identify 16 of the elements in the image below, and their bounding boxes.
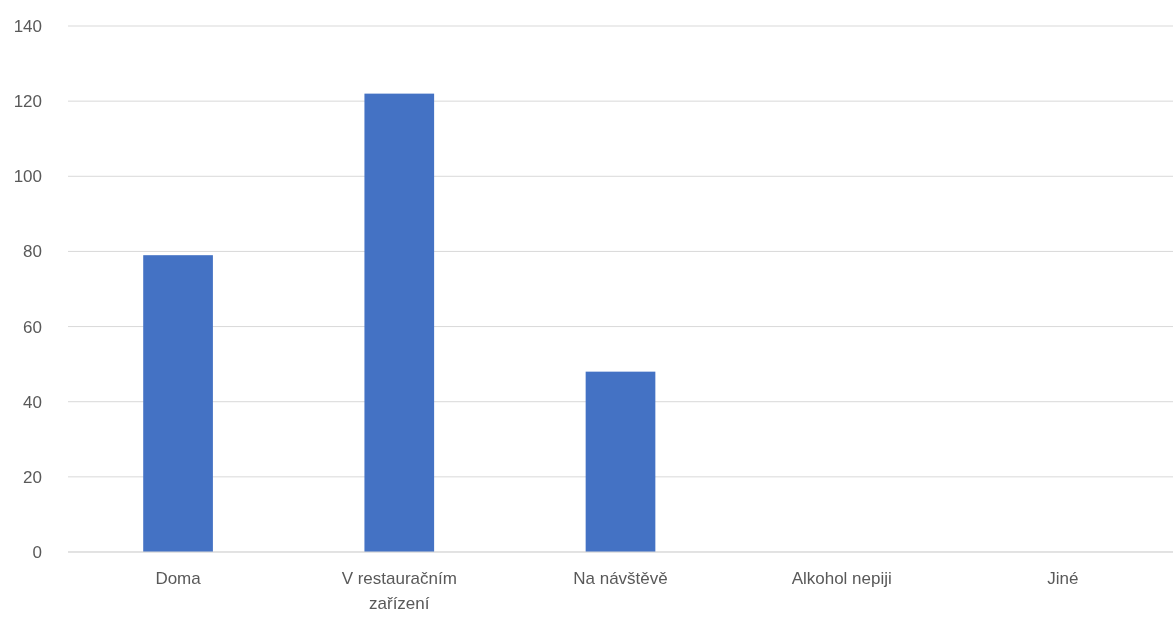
y-tick-label: 60 <box>23 317 42 337</box>
y-tick-label: 0 <box>32 542 42 562</box>
bar <box>143 255 213 552</box>
y-tick-label: 40 <box>23 392 42 412</box>
bar <box>585 371 656 552</box>
y-tick-label: 140 <box>13 16 42 36</box>
y-tick-label: 80 <box>23 242 42 262</box>
x-tick-label: Alkohol nepiji <box>791 569 892 588</box>
x-tick-label: Na návštěvě <box>573 569 668 588</box>
y-tick-label: 120 <box>13 92 42 112</box>
x-tick-label: Doma <box>155 569 202 588</box>
y-tick-label: 100 <box>13 167 42 187</box>
x-tick-label: V restauračním zařízení <box>341 569 457 613</box>
y-tick-label: 20 <box>23 467 42 487</box>
bar <box>364 93 435 552</box>
x-tick-label: Jiné <box>1047 569 1079 588</box>
